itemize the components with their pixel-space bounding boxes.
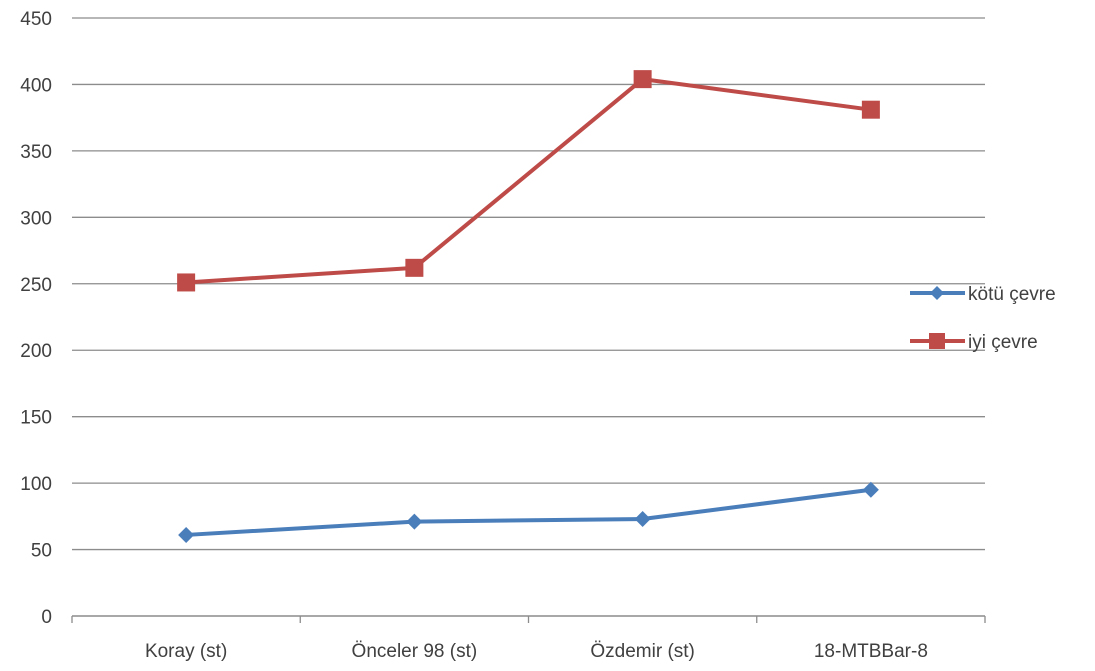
y-tick-label-400: 400 (20, 75, 52, 96)
gridlines (72, 17, 985, 551)
x-axis-tick-labels: Koray (st) Önceler 98 (st) Özdemir (st) 18-… (145, 641, 928, 662)
legend: kötü çevre iyi çevre (910, 284, 1056, 353)
data-point-marker (178, 526, 195, 543)
data-point-marker (862, 481, 879, 498)
y-tick-label-300: 300 (20, 208, 52, 229)
data-point-marker (177, 273, 196, 292)
legend-label-1: iyi çevre (968, 332, 1038, 353)
y-tick-label-0: 0 (41, 607, 52, 628)
y-tick-label-50: 50 (31, 541, 52, 562)
y-tick-label-450: 450 (20, 9, 52, 30)
y-tick-label-100: 100 (20, 474, 52, 495)
data-point-marker (634, 510, 651, 527)
data-point-marker (405, 258, 424, 277)
x-tick-label: Koray (st) (145, 641, 227, 662)
legend-label-0: kötü çevre (968, 284, 1056, 305)
y-tick-label-250: 250 (20, 275, 52, 296)
series-group (177, 70, 880, 543)
x-tick-label: 18-MTBBar-8 (814, 641, 928, 662)
x-tick-label: Özdemir (st) (590, 641, 695, 662)
y-axis-tick-labels: 0 50 100 150 200 250 300 350 400 450 (20, 9, 52, 628)
x-axis (71, 615, 986, 623)
y-tick-label-150: 150 (20, 408, 52, 429)
data-point-marker (633, 70, 652, 89)
series-line-1 (184, 77, 873, 285)
data-point-marker (406, 513, 423, 530)
x-tick-label: Önceler 98 (st) (352, 641, 478, 662)
legend-marker-0 (930, 286, 944, 300)
series-line-0 (184, 487, 873, 537)
y-tick-label-200: 200 (20, 341, 52, 362)
data-point-marker (861, 100, 880, 119)
legend-marker-1 (929, 333, 945, 349)
y-tick-label-350: 350 (20, 142, 52, 163)
